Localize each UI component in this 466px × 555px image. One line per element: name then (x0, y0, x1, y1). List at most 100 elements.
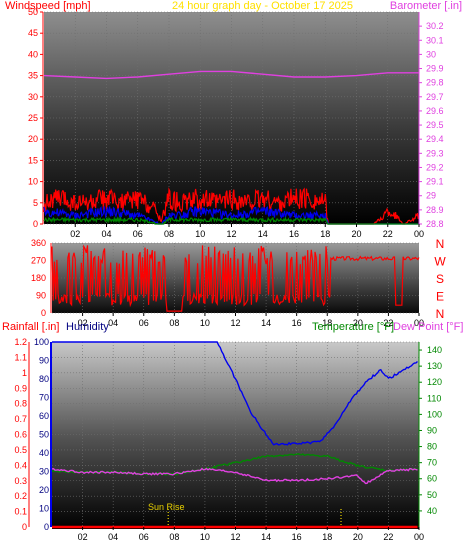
sunrise-annotation: Sun Rise (148, 502, 185, 512)
rain-humidity-ticks: 0 0.1 0.2 0.3 0.4 0.5 0.6 0.7 0.8 0.9 1 1.1 1.2 0 10 20… (14, 337, 442, 542)
x-tick-label: 22 (383, 532, 393, 542)
humidity-tick-label: 90 (39, 356, 49, 366)
humidity-line (52, 341, 418, 446)
x-tick-label: 08 (164, 229, 174, 239)
windspeed-tick-label: 15 (28, 155, 38, 165)
rainfall-tick-label: 1.1 (14, 352, 27, 362)
barometer-tick-label: 29.8 (426, 78, 444, 88)
temperature-tick-label: 50 (427, 490, 437, 500)
rainfall-tick-label: 0.6 (14, 430, 27, 440)
temperature-tick-label: 100 (427, 409, 442, 419)
barometer-tick-label: 30.2 (426, 21, 444, 31)
rainfall-axis-label: Rainfall [.in] (2, 321, 59, 333)
barometer-tick-label: 29.6 (426, 106, 444, 116)
compass-label: W (434, 255, 446, 269)
temperature-tick-label: 80 (427, 442, 437, 452)
compass-label: N (436, 237, 445, 251)
x-tick-label: 18 (322, 318, 332, 328)
x-tick-label: 00 (414, 318, 424, 328)
barometer-tick-label: 28.8 (426, 219, 444, 229)
x-tick-label: 04 (108, 532, 118, 542)
x-tick-label: 12 (230, 532, 240, 542)
humidity-tick-label: 80 (39, 374, 49, 384)
rainfall-tick-label: 0.8 (14, 399, 27, 409)
barometer-tick-label: 28.9 (426, 205, 444, 215)
temperature-tick-label: 110 (427, 393, 441, 403)
x-tick-label: 00 (414, 532, 424, 542)
x-tick-label: 18 (320, 229, 330, 239)
temperature-line (51, 453, 418, 476)
windspeed-tick-label: 40 (28, 49, 38, 59)
x-tick-label: 10 (195, 229, 205, 239)
rainfall-tick-label: 0.5 (14, 445, 27, 455)
temperature-axis-label: Temperature [°F] (312, 321, 394, 333)
rainfall-tick-label: 0.7 (14, 414, 27, 424)
barometer-tick-label: 29.5 (426, 120, 444, 130)
windspeed-tick-label: 0 (33, 219, 38, 229)
temperature-tick-label: 40 (427, 506, 437, 516)
x-tick-label: 20 (353, 532, 363, 542)
x-tick-label: 06 (133, 229, 143, 239)
humidity-tick-label: 100 (34, 337, 49, 347)
direction-tick-label: 360 (31, 238, 46, 248)
x-tick-label: 08 (169, 532, 179, 542)
direction-tick-label: 90 (36, 291, 46, 301)
rain-humidity-temp-panel: 0 0.1 0.2 0.3 0.4 0.5 0.6 0.7 0.8 0.9 1 1.1 1.2 0 10 20… (2, 321, 463, 542)
x-tick-label: 08 (169, 318, 179, 328)
barometer-axis-label: Barometer [.in] (390, 0, 462, 12)
humidity-axis-label: Humidity (66, 321, 109, 333)
x-tick-label: 20 (353, 318, 363, 328)
humidity-tick-label: 30 (39, 467, 49, 477)
x-tick-label: 14 (261, 318, 271, 328)
wind-direction-series (51, 244, 420, 312)
humidity-tick-label: 50 (39, 430, 49, 440)
windspeed-tick-label: 10 (28, 177, 38, 187)
temperature-tick-label: 130 (427, 361, 442, 371)
barometer-tick-label: 29.3 (426, 148, 444, 158)
direction-tick-label: 270 (31, 256, 46, 266)
humidity-tick-label: 40 (39, 448, 49, 458)
x-tick-label: 14 (261, 532, 271, 542)
temperature-tick-label: 90 (427, 425, 437, 435)
windspeed-tick-label: 5 (33, 198, 38, 208)
dewpoint-line (51, 467, 418, 485)
x-tick-label: 04 (108, 318, 118, 328)
windspeed-tick-label: 50 (28, 7, 38, 17)
compass-label: S (436, 272, 444, 286)
humidity-tick-label: 20 (39, 485, 49, 495)
compass-label: N (436, 307, 445, 321)
barometer-tick-label: 30.1 (426, 35, 444, 45)
x-tick-label: 14 (258, 229, 268, 239)
wind-direction-ticks: 0 90 180 270 360 02 04 06 08 10 12 14 16 18 20 22 00 (31, 238, 424, 328)
rainfall-tick-label: 0.9 (14, 383, 27, 393)
direction-tick-label: 180 (31, 273, 46, 283)
barometer-tick-label: 29.1 (426, 177, 444, 187)
barometer-tick-label: 29 (426, 191, 436, 201)
temperature-tick-label: 120 (427, 377, 442, 387)
wind-series-line (43, 215, 419, 225)
x-tick-label: 12 (226, 229, 236, 239)
x-tick-label: 00 (414, 229, 424, 239)
x-tick-label: 22 (383, 229, 393, 239)
windspeed-axis-label: Windspeed [mph] (5, 0, 91, 12)
rainfall-tick-label: 1.2 (14, 337, 27, 347)
direction-tick-label: 0 (41, 308, 46, 318)
windspeed-tick-label: 25 (28, 113, 38, 123)
dewpoint-axis-label: Dew Point [°F] (393, 321, 463, 333)
barometer-line (43, 70, 419, 80)
wind-baro-series (43, 70, 419, 225)
rainfall-tick-label: 0.3 (14, 476, 27, 486)
rainfall-tick-label: 0.2 (14, 491, 27, 501)
x-tick-label: 16 (292, 318, 302, 328)
x-tick-label: 02 (70, 229, 80, 239)
temperature-tick-label: 140 (427, 345, 442, 355)
chart-title: 24 hour graph day - October 17 2025 (172, 0, 353, 12)
windspeed-tick-label: 20 (28, 134, 38, 144)
wind-direction-line (51, 244, 420, 312)
x-tick-label: 16 (292, 532, 302, 542)
rainfall-tick-label: 0.1 (14, 507, 27, 517)
barometer-tick-label: 29.4 (426, 134, 444, 144)
